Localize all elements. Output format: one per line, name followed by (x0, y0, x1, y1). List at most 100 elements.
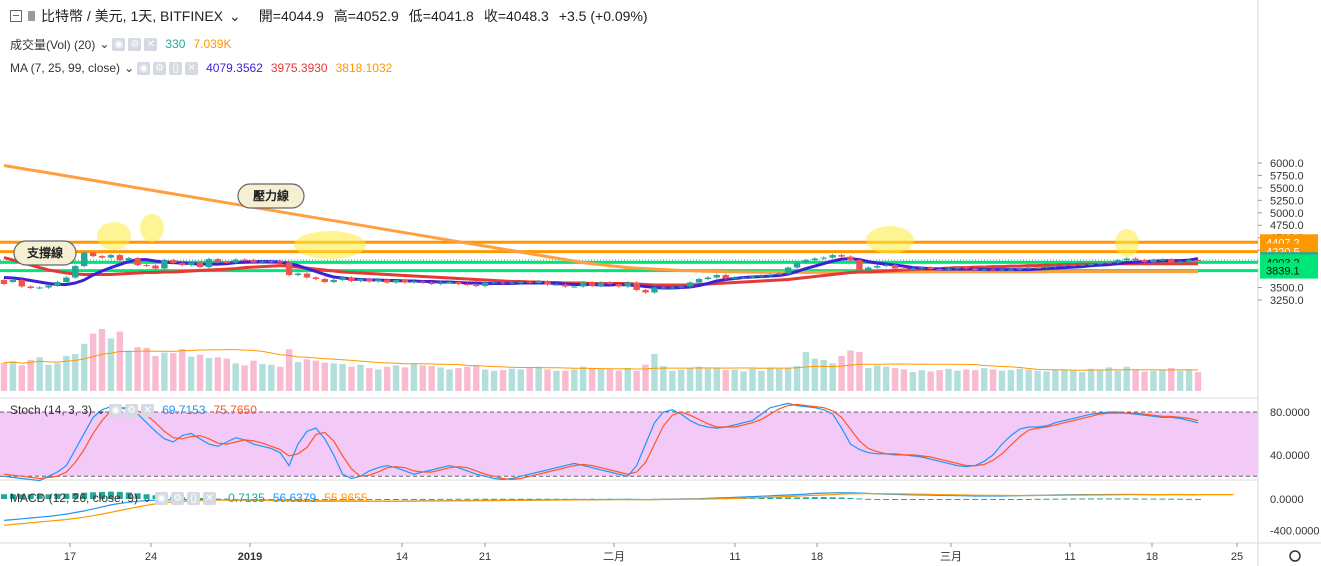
volume-bar (767, 367, 774, 391)
candle-body (731, 277, 738, 279)
symbol-dropdown-icon[interactable]: ⌄ (229, 7, 241, 24)
eye-icon[interactable]: ◉ (137, 61, 151, 75)
macd-hist-bar (517, 498, 524, 500)
macd-hist-bar (45, 494, 52, 499)
chevron-down-icon[interactable]: ⌄ (124, 61, 135, 75)
candle-body (980, 269, 988, 271)
candle-body (446, 282, 453, 284)
volume-bar (383, 366, 391, 391)
candle-body (294, 273, 302, 276)
volume-bar (63, 355, 70, 391)
volume-bar (152, 355, 159, 391)
candle-body (954, 267, 961, 269)
eye-icon[interactable]: ◉ (155, 491, 169, 505)
volume-label[interactable]: 成交量(Vol) (20) (10, 37, 96, 52)
volume-bar (1150, 370, 1157, 391)
candle-body (490, 282, 498, 284)
macd-label[interactable]: MACD (12, 26, close, 9) (10, 491, 139, 505)
candle-body (18, 280, 26, 287)
volume-bar (891, 368, 899, 391)
candle-body (321, 279, 328, 283)
macd-hist-value: -0.7135 (224, 491, 265, 505)
candle-body (945, 268, 952, 270)
chevron-down-icon[interactable]: ⌄ (99, 37, 110, 51)
macd-hist-bar (883, 499, 890, 500)
macd-hist-bar (250, 499, 257, 500)
gear-icon[interactable]: ⚙ (128, 37, 142, 51)
candle-body (865, 267, 872, 271)
candle-body (312, 277, 320, 280)
macd-hist-bar (508, 498, 515, 500)
volume-bar (624, 368, 631, 391)
candle-body (1007, 269, 1015, 271)
volume-bar (1132, 369, 1139, 391)
close-icon[interactable]: ✕ (141, 403, 155, 417)
low-label: 低 (408, 8, 423, 24)
candle-body (80, 252, 88, 267)
macd-hist-bar (277, 499, 284, 500)
chevron-down-icon[interactable]: ⌄ (96, 403, 107, 417)
volume-bar (865, 368, 872, 391)
macd-hist-bar (437, 498, 444, 500)
macd-hist-bar (312, 499, 319, 500)
volume-bar (312, 360, 320, 391)
candle-body (767, 274, 774, 276)
candle-body (348, 277, 355, 282)
candle-body (891, 265, 899, 269)
close-icon[interactable]: ✕ (203, 491, 217, 505)
gear-icon[interactable] (1289, 550, 1301, 562)
code-icon[interactable]: {} (187, 491, 201, 505)
macd-hist-bar (1150, 498, 1157, 500)
macd-line-value: 56.6379 (272, 491, 317, 505)
time-tick-label: 三月 (940, 551, 962, 563)
collapse-icon[interactable] (10, 10, 22, 22)
volume-bar (677, 369, 685, 391)
code-icon[interactable]: {} (169, 61, 183, 75)
volume-bar (455, 368, 462, 391)
candle-body (473, 284, 480, 286)
gear-icon[interactable]: ⚙ (153, 61, 167, 75)
macd-hist-bar (482, 498, 489, 500)
close-icon[interactable]: ✕ (185, 61, 199, 75)
symbol-title[interactable]: 比特幣 / 美元, 1天, BITFINEX (41, 8, 224, 24)
volume-bar (954, 370, 961, 391)
stoch-k-value: 69.7153 (162, 403, 206, 417)
candle-body (499, 282, 507, 284)
chevron-down-icon[interactable]: ⌄ (142, 491, 153, 505)
ma-legend: MA (7, 25, 99, close) ⌄ ◉ ⚙ {} ✕ 4079.35… (10, 58, 392, 78)
eye-icon[interactable]: ◉ (112, 37, 126, 51)
volume-bar (660, 366, 667, 391)
gear-icon[interactable]: ⚙ (171, 491, 185, 505)
candle-body (205, 259, 213, 268)
highlight-ellipse (294, 231, 366, 259)
stoch-label[interactable]: Stoch (14, 3, 3) (10, 403, 93, 417)
volume-bar (633, 370, 640, 391)
candle-body (1078, 264, 1086, 266)
macd-hist-bar (63, 493, 70, 499)
candle-body (303, 273, 311, 278)
gear-icon[interactable]: ⚙ (125, 403, 139, 417)
volume-bar (410, 364, 418, 391)
candle-body (927, 267, 934, 270)
volume-bar (259, 364, 266, 391)
macd-hist-bar (990, 499, 997, 500)
macd-hist-bar (419, 498, 426, 500)
candle-body (1114, 260, 1122, 263)
eye-icon[interactable]: ◉ (109, 403, 123, 417)
candle-body (1168, 259, 1175, 263)
volume-bar (98, 329, 106, 391)
candle-body (989, 269, 997, 271)
price-tick-label: 5500.0 (1270, 183, 1304, 195)
macd-hist-bar (838, 497, 845, 499)
candle-body (357, 279, 364, 282)
candle-body (918, 267, 925, 269)
close-icon[interactable]: ✕ (144, 37, 158, 51)
macd-hist-bar (214, 498, 221, 500)
signal-line-value: 55.8655 (324, 491, 368, 505)
candle-body (1105, 262, 1113, 264)
macd-hist-bar (90, 492, 97, 499)
macd-hist-bar (455, 498, 462, 500)
candle-body (838, 255, 845, 257)
candle-body (481, 282, 489, 286)
ma-label[interactable]: MA (7, 25, 99, close) (10, 61, 121, 75)
